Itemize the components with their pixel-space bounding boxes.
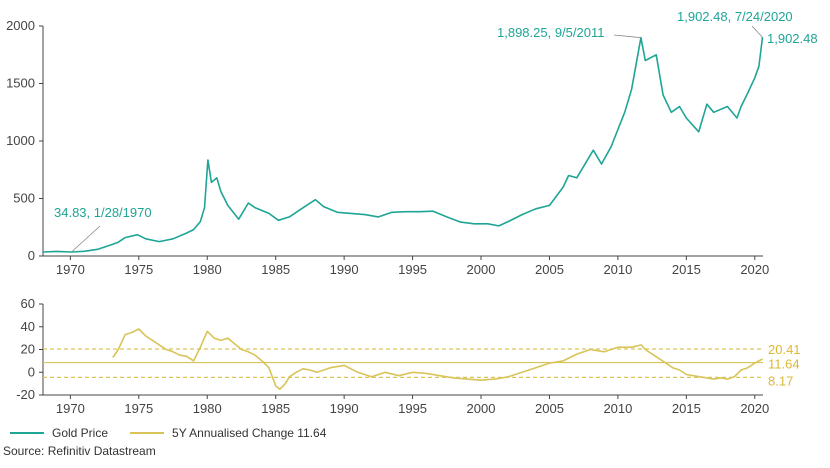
x-tick-label: 2015 [672,262,701,277]
x-tick-label: 1995 [398,262,427,277]
x-tick-label: 1990 [330,401,359,416]
series-line-gold-price [42,36,764,253]
annotation-leader [613,34,641,39]
legend-swatch-gold-price [10,432,44,434]
x-tick-label: 1975 [124,262,153,277]
x-tick-label: 2005 [535,401,564,416]
y-tick-label: 1000 [6,133,35,148]
annotation-label: 34.83, 1/28/1970 [54,205,152,220]
x-tick-label: 1995 [398,401,427,416]
x-tick-label: 2010 [603,401,632,416]
reference-line-label: 20.41 [768,342,801,357]
reference-line-label: 8.17 [768,373,793,388]
x-tick-label: 1970 [56,401,85,416]
x-tick-label: 2000 [467,401,496,416]
source-note: Source: Refinitiv Datastream [3,444,156,458]
x-tick-label: 2015 [672,401,701,416]
x-tick-label: 2000 [467,262,496,277]
y-tick-label: -20 [16,387,35,402]
y-tick-label: 2000 [6,18,35,33]
x-tick-label: 2020 [740,401,769,416]
annotation-leader [751,25,763,38]
y-tick-label: 0 [28,364,35,379]
x-tick-label: 1980 [193,262,222,277]
annotation-label: 1,902.48 [767,31,818,46]
legend: Gold Price 5Y Annualised Change 11.64 [10,424,348,442]
annotation-label: 1,902.48, 7/24/2020 [677,9,793,24]
legend-item-gold-price: Gold Price [10,426,108,440]
annotation-leader [71,225,101,253]
x-tick-label: 1985 [261,401,290,416]
x-tick-label: 1980 [193,401,222,416]
x-tick-label: 2005 [535,262,564,277]
x-tick-label: 1975 [124,401,153,416]
x-tick-label: 1970 [56,262,85,277]
y-tick-label: 500 [13,191,35,206]
series-line-5y-change [112,328,763,391]
legend-label-5y-change: 5Y Annualised Change 11.64 [172,426,327,440]
legend-label-gold-price: Gold Price [52,426,109,440]
legend-swatch-5y-change [130,432,165,434]
y-tick-label: 0 [28,248,35,263]
y-tick-label: 40 [21,319,35,334]
legend-item-5y-change: 5Y Annualised Change 11.64 [130,426,326,440]
y-tick-label: 20 [21,342,35,357]
x-tick-label: 1985 [261,262,290,277]
x-tick-label: 2020 [740,262,769,277]
x-tick-label: 1990 [330,262,359,277]
y-tick-label: 1500 [6,76,35,91]
x-tick-label: 2010 [603,262,632,277]
reference-line-label: 11.64 [768,357,800,372]
annotation-label: 1,898.25, 9/5/2011 [497,25,604,40]
y-tick-label: 60 [21,296,35,311]
